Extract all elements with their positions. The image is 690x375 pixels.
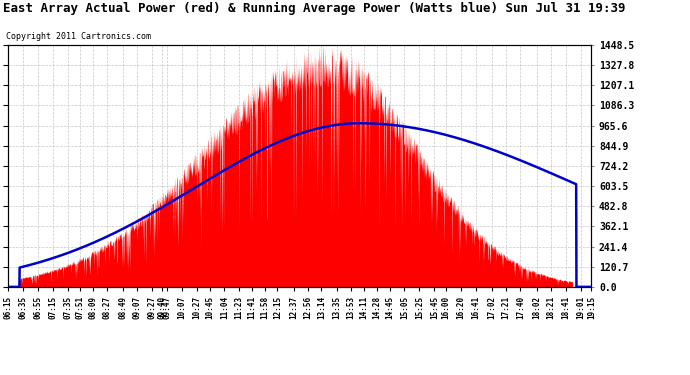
Text: East Array Actual Power (red) & Running Average Power (Watts blue) Sun Jul 31 19: East Array Actual Power (red) & Running … [3,2,626,15]
Text: Copyright 2011 Cartronics.com: Copyright 2011 Cartronics.com [6,32,150,41]
